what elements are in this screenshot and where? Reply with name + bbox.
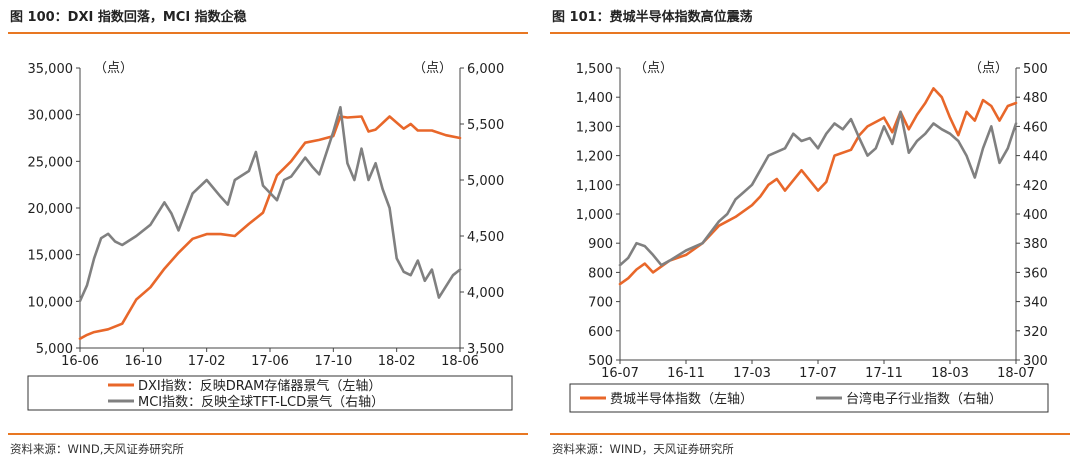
- y-right-tick-label: 4,000: [467, 286, 504, 301]
- y-left-tick-label: 30,000: [28, 109, 74, 124]
- y-left-tick-label: 10,000: [28, 295, 74, 310]
- x-tick-label: 17-02: [188, 354, 226, 369]
- y-left-tick-label: 1,400: [576, 91, 613, 106]
- x-tick-label: 17-07: [799, 366, 837, 381]
- y-right-tick-label: 6,000: [467, 62, 504, 77]
- source-note: 资料来源：WIND，天风证券研究所: [552, 442, 734, 456]
- x-tick-label: 17-10: [314, 354, 352, 369]
- y-right-tick-label: 3,500: [467, 342, 504, 357]
- y-left-tick-label: 500: [588, 354, 613, 369]
- source-rule: [8, 433, 528, 435]
- series-line-left-axis: [618, 87, 1018, 286]
- source-note: 资料来源：WIND,天风证券研究所: [10, 442, 184, 456]
- y-left-tick-label: 1,100: [576, 179, 613, 194]
- y-right-tick-label: 420: [1023, 179, 1048, 194]
- dxi-mci-chart: 5,000 10,000 15,000 20,000 25,000 30,000 35,00…: [27, 61, 513, 411]
- y-left-tick-label: 900: [588, 237, 613, 252]
- x-tick-label: 16-10: [124, 354, 162, 369]
- x-tick-label: 17-03: [733, 366, 771, 381]
- y-right-tick-label: 440: [1023, 150, 1048, 165]
- legend-label: 费城半导体指数（左轴）: [610, 392, 753, 407]
- series-line-right-axis: [78, 105, 462, 303]
- y-right-tick-label: 4,500: [467, 230, 504, 245]
- y-right-tick-label: 500: [1023, 62, 1048, 77]
- y-right-tick-label: 340: [1023, 296, 1048, 311]
- x-tick-label: 16-06: [61, 354, 99, 369]
- y-right-tick-label: 300: [1023, 354, 1048, 369]
- title-rule: [550, 32, 1070, 34]
- x-tick-label: 16-11: [667, 366, 705, 381]
- title-rule: [8, 32, 528, 34]
- y-right-tick-label: 5,500: [467, 118, 504, 133]
- y-left-unit-label: （点）: [634, 61, 673, 76]
- y-left-tick-label: 600: [588, 325, 613, 340]
- y-left-tick-label: 800: [588, 266, 613, 281]
- y-left-tick-label: 1,000: [576, 208, 613, 223]
- legend-box: [569, 383, 1049, 413]
- x-tick-label: 17-11: [865, 366, 903, 381]
- y-left-tick-label: 1,500: [576, 62, 613, 77]
- y-left-tick-label: 35,000: [28, 62, 74, 77]
- y-right-tick-label: 480: [1023, 91, 1048, 106]
- source-rule: [550, 433, 1070, 435]
- x-tick-label: 18-06: [441, 354, 479, 369]
- chart-title: 图 100：DXI 指数回落，MCI 指数企稳: [10, 10, 247, 25]
- x-tick-label: 18-02: [378, 354, 416, 369]
- y-left-tick-label: 1,300: [576, 120, 613, 135]
- chart-panel-right: 图 101：费城半导体指数高位震荡 500 600 700 800 900 1,000 1,…: [550, 0, 1078, 465]
- y-left-unit-label: （点）: [94, 61, 133, 76]
- y-right-tick-label: 360: [1023, 266, 1048, 281]
- y-right-tick-label: 5,000: [467, 174, 504, 189]
- legend-box: [27, 375, 513, 411]
- y-right-tick-label: 400: [1023, 208, 1048, 223]
- sox-taiwan-chart: 500 600 700 800 900 1,000 1,100 1,200 1,300 1,400…: [569, 61, 1049, 413]
- x-tick-label: 17-06: [251, 354, 289, 369]
- y-left-tick-label: 700: [588, 296, 613, 311]
- legend-label: 台湾电子行业指数（右轴）: [846, 391, 1002, 407]
- legend-label: DXI指数：反映DRAM存储器景气（左轴）: [138, 378, 381, 394]
- y-left-tick-label: 20,000: [28, 202, 74, 217]
- chart-title: 图 101：费城半导体指数高位震荡: [552, 10, 753, 25]
- y-left-tick-label: 15,000: [28, 249, 74, 264]
- x-tick-label: 18-03: [931, 366, 969, 381]
- x-tick-label: 18-07: [997, 366, 1035, 381]
- series-line-left-axis: [78, 115, 462, 341]
- series-line-right-axis: [618, 110, 1018, 267]
- chart-panel-left: 图 100：DXI 指数回落，MCI 指数企稳 5,000 10,000 15,00…: [8, 0, 536, 465]
- y-right-unit-label: （点）: [413, 61, 452, 76]
- y-right-tick-label: 320: [1023, 325, 1048, 340]
- y-right-tick-label: 380: [1023, 237, 1048, 252]
- x-tick-label: 16-07: [601, 366, 639, 381]
- y-left-tick-label: 25,000: [28, 155, 74, 170]
- legend-label: MCI指数：反映全球TFT-LCD景气（右轴）: [138, 394, 384, 410]
- y-left-tick-label: 5,000: [36, 342, 73, 357]
- y-left-tick-label: 1,200: [576, 150, 613, 165]
- y-right-tick-label: 460: [1023, 120, 1048, 135]
- y-right-unit-label: （点）: [969, 61, 1008, 76]
